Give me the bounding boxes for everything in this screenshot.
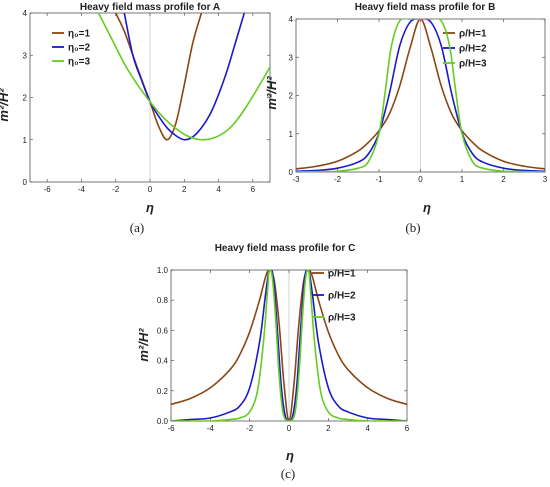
y-tick-label: 0.2: [157, 387, 169, 396]
x-axis-label: η: [286, 448, 294, 463]
chart-title: Heavy field mass profile for C: [215, 243, 356, 254]
x-tick-label: -6: [167, 424, 175, 433]
y-tick-label: 3: [289, 53, 294, 62]
x-tick-label: 1: [460, 175, 465, 184]
legend-label: η₀=3: [68, 57, 90, 68]
y-tick-label: 1: [289, 130, 294, 139]
x-tick-label: 0: [148, 185, 153, 194]
series-line-1: [296, 19, 545, 170]
legend-label: η₀=1: [68, 29, 90, 40]
x-tick-label: -2: [246, 424, 254, 433]
y-tick-label: 0: [23, 178, 28, 187]
y-tick-label: 4: [23, 9, 28, 18]
chart-title: Heavy field mass profile for A: [80, 2, 220, 13]
y-tick-label: 1.0: [157, 266, 169, 275]
chart-panel-1: -6 -4 -2 0 2 4 6 0 1 2 3 4 Heavy field mass profile …: [0, 2, 271, 235]
panel-caption: (b): [405, 220, 420, 235]
series-line-2: [296, 19, 545, 172]
x-tick-label: -4: [78, 185, 86, 194]
series-line-3: [171, 270, 407, 421]
series-line-1: [114, 13, 203, 141]
x-tick-label: -4: [207, 424, 215, 433]
x-tick-label: 3: [543, 175, 548, 184]
series-line-2: [171, 270, 407, 421]
legend-label: ρ/H=2: [328, 291, 356, 302]
y-tick-label: 1: [23, 136, 28, 145]
y-tick-label: 2: [289, 92, 294, 101]
chart-panel-3: -6 -4 -2 0 2 4 6 0.0 0.2 0.4 0.6 0.8 1.0 Heavy field …: [136, 243, 410, 481]
chart-title: Heavy field mass profile for B: [355, 2, 496, 13]
x-tick-label: -3: [292, 175, 300, 184]
series-line-3: [296, 19, 545, 172]
series-line-2: [123, 13, 246, 141]
x-tick-label: 2: [326, 424, 331, 433]
y-axis-label: m²/H²: [264, 76, 279, 110]
legend-label: ρ/H=3: [459, 59, 487, 70]
y-tick-label: 4: [289, 15, 294, 24]
x-tick-label: -2: [112, 185, 120, 194]
legend-label: η₀=2: [68, 43, 90, 54]
x-tick-label: 6: [251, 185, 256, 194]
x-tick-label: 0: [418, 175, 423, 184]
x-tick-label: 6: [405, 424, 410, 433]
y-axis-label: m²/H²: [0, 88, 11, 122]
x-tick-label: 2: [182, 185, 187, 194]
x-tick-label: -6: [44, 185, 52, 194]
chart-panel-2: -3 -2 -1 0 1 2 3 0 1 2 3 4 Heavy field mass profile …: [264, 2, 548, 235]
x-tick-label: 4: [365, 424, 370, 433]
x-tick-label: -2: [334, 175, 342, 184]
legend-label: ρ/H=1: [459, 29, 487, 40]
legend-label: ρ/H=1: [328, 269, 356, 280]
y-tick-label: 0.6: [157, 326, 169, 335]
legend-label: ρ/H=3: [328, 313, 356, 324]
y-tick-label: 0.8: [157, 296, 169, 305]
y-tick-label: 0.0: [157, 417, 169, 426]
x-tick-label: 4: [216, 185, 221, 194]
x-axis-label: η: [423, 200, 431, 215]
x-tick-label: -1: [375, 175, 383, 184]
y-tick-label: 2: [23, 94, 28, 103]
x-tick-label: 2: [501, 175, 506, 184]
y-tick-label: 0.4: [157, 357, 169, 366]
y-tick-label: 0: [289, 168, 294, 177]
x-axis-label: η: [146, 200, 154, 215]
x-tick-label: 0: [287, 424, 292, 433]
panel-caption: (a): [130, 220, 144, 235]
panel-caption: (c): [281, 466, 295, 481]
series-line-1: [171, 270, 407, 421]
series-line-3: [97, 13, 270, 141]
legend-label: ρ/H=2: [459, 44, 487, 55]
y-axis-label: m²/H²: [136, 328, 151, 362]
y-tick-label: 3: [23, 51, 28, 60]
